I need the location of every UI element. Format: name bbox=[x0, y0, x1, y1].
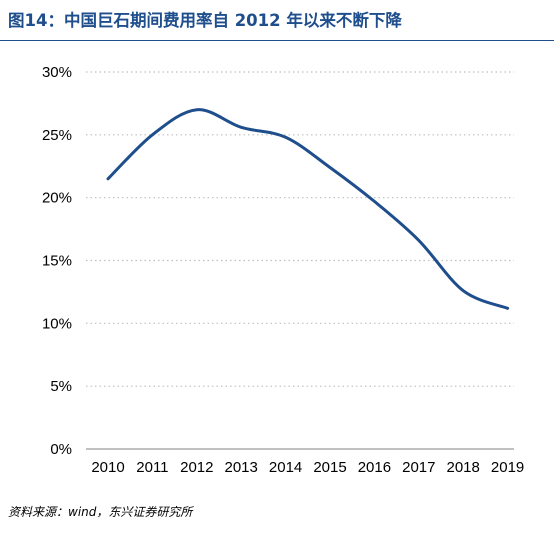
x-tick-label: 2015 bbox=[313, 459, 346, 476]
x-tick-label: 2012 bbox=[180, 459, 213, 476]
y-tick-label: 15% bbox=[42, 253, 72, 270]
y-tick-label: 20% bbox=[42, 190, 72, 207]
x-tick-labels: 2010 2011 2012 2013 2014 2015 2016 2017 2018 2019 bbox=[91, 459, 524, 476]
x-tick-label: 2019 bbox=[491, 459, 524, 476]
y-tick-label: 10% bbox=[42, 315, 72, 332]
x-tick-label: 2010 bbox=[91, 459, 124, 476]
y-tick-label: 25% bbox=[42, 127, 72, 144]
line-chart: 0% 5% 10% 15% 20% 25% 30% 2010 2011 2012 2013 2014… bbox=[42, 64, 524, 476]
x-tick-label: 2011 bbox=[136, 459, 168, 476]
y-tick-label: 5% bbox=[50, 378, 72, 395]
x-tick-label: 2017 bbox=[402, 459, 435, 476]
x-tick-label: 2013 bbox=[225, 459, 258, 476]
y-tick-labels: 0% 5% 10% 15% 20% 25% 30% bbox=[42, 64, 72, 458]
source-note: 资料来源：wind，东兴证券研究所 bbox=[8, 505, 193, 519]
x-tick-label: 2018 bbox=[447, 459, 480, 476]
gridlines bbox=[86, 71, 514, 387]
series-line bbox=[106, 108, 510, 310]
y-tick-label: 0% bbox=[50, 441, 72, 458]
x-tick-label: 2016 bbox=[358, 459, 391, 476]
series-layer bbox=[106, 108, 510, 310]
y-tick-label: 30% bbox=[42, 64, 72, 81]
figure-title: 图14：中国巨石期间费用率自 2012 年以来不断下降 bbox=[8, 11, 402, 30]
title-underline bbox=[0, 40, 554, 41]
x-tick-label: 2014 bbox=[269, 459, 302, 476]
